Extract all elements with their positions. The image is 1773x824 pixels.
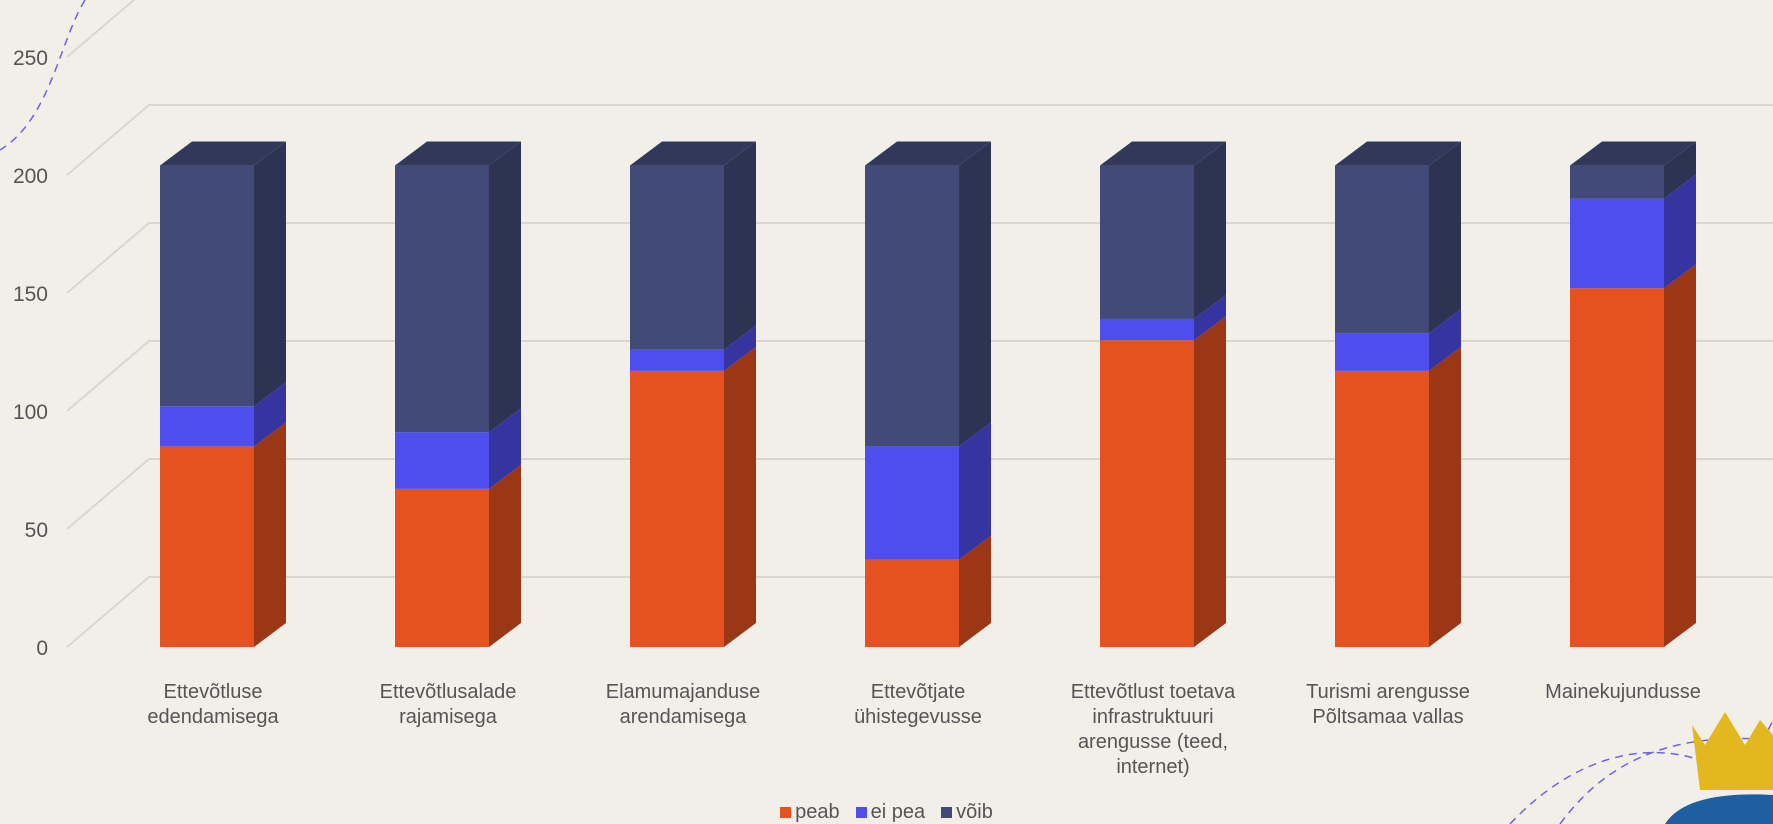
gridlines — [66, 0, 1773, 648]
bar-top-face — [865, 141, 991, 166]
x-category-label: Mainekujundusse — [1545, 681, 1701, 703]
bar-segment-peab — [395, 464, 521, 647]
legend-item: peab — [780, 800, 840, 824]
bar-segment-võib — [395, 141, 521, 433]
y-tick-label: 100 — [13, 401, 48, 424]
bar-segment-võib — [160, 141, 286, 407]
gridline — [66, 576, 1773, 648]
bars — [160, 141, 1696, 647]
bar-segment-võib — [1100, 141, 1226, 319]
legend-label: võib — [956, 801, 993, 823]
y-tick-label: 150 — [13, 283, 48, 306]
bar-segment-ei-pea — [395, 408, 521, 489]
gridline — [66, 0, 136, 58]
bar-top-face — [630, 141, 756, 166]
bar-segment-ei-pea — [865, 422, 991, 560]
bar-segment-peab — [865, 535, 991, 647]
gridline — [66, 458, 1773, 530]
bar-segment-ei-pea — [1570, 174, 1696, 289]
bar-top-face — [395, 141, 521, 166]
x-axis-category-labels: Ettevõtluse edendamisega Ettevõtlusalade ra… — [147, 681, 1700, 778]
legend-item: võib — [941, 800, 993, 824]
bar-segment-võib — [630, 141, 756, 350]
y-axis-tick-labels: 0 50 100 150 200 250 — [13, 47, 48, 660]
x-category-label: Ettevõtjate ühistegevusse — [854, 681, 982, 728]
bar-segment-võib — [1335, 141, 1461, 334]
bar-top-face — [1335, 141, 1461, 166]
bar-segment-peab — [1335, 346, 1461, 647]
y-tick-label: 50 — [25, 519, 48, 542]
x-category-label: Elamumajanduse arendamisega — [606, 681, 761, 728]
bar-segment-peab — [1570, 264, 1696, 647]
bar-segment-peab — [1100, 316, 1226, 647]
bar-segment-ei-pea — [160, 382, 286, 447]
legend-swatch — [780, 806, 792, 818]
bar-segment-peab — [160, 422, 286, 647]
legend-swatch — [855, 806, 867, 818]
bar-segment-peab — [630, 346, 756, 647]
gridline — [66, 340, 1773, 412]
crown-logo-icon — [1665, 712, 1773, 824]
x-category-label: Ettevõtluse edendamisega — [147, 681, 279, 728]
y-tick-label: 200 — [13, 165, 48, 188]
bar-segment-võib — [865, 141, 991, 447]
x-category-label: Turismi arengusse Põltsamaa vallas — [1306, 681, 1470, 728]
bar-top-face — [160, 141, 286, 166]
y-tick-label: 0 — [36, 637, 48, 660]
bar-segment-ei-pea — [630, 325, 756, 371]
x-category-label: Ettevõtlust toetava infrastruktuuri arengu… — [1071, 681, 1236, 778]
y-tick-label: 250 — [13, 47, 48, 70]
legend-item: ei pea — [855, 800, 926, 824]
bar-segment-ei-pea — [1100, 294, 1226, 341]
x-category-label: Ettevõtlusalade rajamisega — [380, 681, 517, 728]
gridline — [66, 104, 1773, 176]
bar-segment-ei-pea — [1335, 309, 1461, 371]
decorative-dashed-curve — [0, 0, 86, 151]
gridline — [66, 222, 1773, 294]
bar-top-face — [1100, 141, 1226, 166]
bar-top-face — [1570, 141, 1696, 166]
legend: peab ei pea võib — [0, 800, 1773, 824]
bar-segment-võib — [1570, 141, 1696, 199]
legend-label: peab — [795, 801, 840, 823]
legend-swatch — [941, 806, 953, 818]
legend-label: ei pea — [870, 801, 926, 823]
